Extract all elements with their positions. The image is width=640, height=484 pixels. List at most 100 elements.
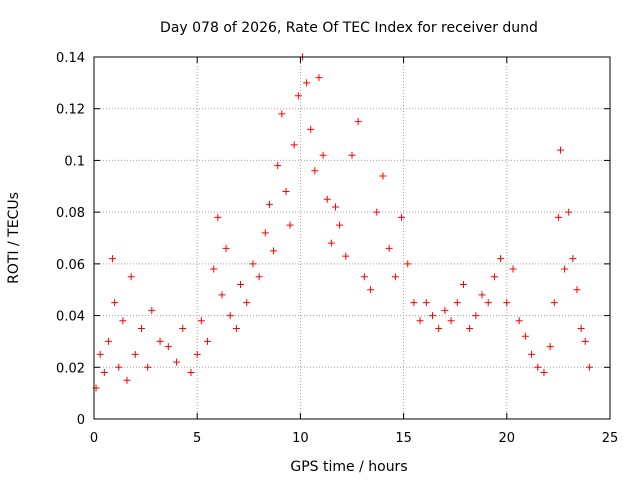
data-point	[226, 312, 234, 320]
data-point	[307, 125, 315, 133]
data-point	[410, 299, 418, 307]
data-point	[218, 291, 226, 299]
data-point	[554, 213, 562, 221]
x-tick-label: 0	[90, 431, 98, 446]
data-point	[265, 200, 273, 208]
data-point	[472, 312, 480, 320]
data-point	[315, 74, 323, 82]
data-point	[290, 141, 298, 149]
data-point	[385, 244, 393, 252]
data-point	[210, 265, 218, 273]
data-point	[540, 368, 548, 376]
data-point	[222, 244, 230, 252]
data-point	[270, 247, 278, 255]
data-point	[261, 229, 269, 237]
data-point	[331, 203, 339, 211]
data-point	[509, 265, 517, 273]
axis-ticks	[93, 56, 611, 420]
data-point	[319, 151, 327, 159]
y-tick-label: 0.06	[56, 258, 85, 273]
y-tick-label: 0.12	[56, 103, 85, 118]
data-point	[197, 317, 205, 325]
data-point	[237, 281, 245, 289]
data-point	[565, 208, 573, 216]
data-point	[534, 363, 542, 371]
data-point	[148, 306, 156, 314]
y-tick-label: 0.02	[56, 361, 85, 376]
data-point	[303, 79, 311, 87]
data-point	[286, 221, 294, 229]
data-point	[311, 167, 319, 175]
data-point	[278, 110, 286, 118]
data-point	[323, 195, 331, 203]
data-point	[581, 337, 589, 345]
data-point	[546, 343, 554, 351]
data-point	[294, 92, 302, 100]
data-point	[391, 273, 399, 281]
data-point	[484, 299, 492, 307]
data-point	[342, 252, 350, 260]
data-point	[173, 358, 181, 366]
data-point	[187, 368, 195, 376]
y-axis-title: ROTI / TECUs	[6, 192, 22, 284]
data-point	[354, 118, 362, 126]
data-point	[398, 213, 406, 221]
data-point	[459, 281, 467, 289]
chart-title: Day 078 of 2026, Rate Of TEC Index for r…	[160, 20, 538, 36]
data-point	[404, 260, 412, 268]
y-tick-label: 0.1	[64, 154, 85, 169]
data-point	[422, 299, 430, 307]
data-point	[123, 376, 131, 384]
data-point	[336, 221, 344, 229]
data-point	[569, 255, 577, 263]
data-point	[179, 325, 187, 332]
data-point	[515, 317, 523, 325]
x-tick-label: 15	[395, 431, 412, 446]
x-tick-label: 10	[292, 431, 309, 446]
data-point	[111, 299, 119, 307]
data-point	[428, 312, 436, 320]
data-point	[100, 368, 108, 376]
data-point	[503, 299, 511, 307]
y-tick-label: 0.08	[56, 206, 85, 221]
data-point	[573, 286, 581, 294]
y-tick-label: 0.04	[56, 310, 85, 325]
data-point	[131, 350, 139, 358]
data-point	[453, 299, 461, 307]
data-point	[348, 151, 356, 159]
data-point	[164, 343, 172, 351]
data-point	[497, 255, 505, 263]
data-point	[204, 337, 212, 345]
grid-lines	[94, 57, 610, 419]
data-point	[379, 172, 387, 180]
data-point	[104, 337, 112, 345]
data-point	[435, 325, 443, 332]
y-tick-label: 0	[77, 413, 85, 428]
y-tick-label: 0.14	[56, 51, 85, 66]
data-point	[232, 325, 240, 332]
x-axis-title: GPS time / hours	[290, 459, 407, 475]
plot-border	[93, 56, 611, 420]
x-tick-label: 25	[602, 431, 619, 446]
data-point	[255, 273, 263, 281]
data-point	[447, 317, 455, 325]
data-point	[156, 337, 164, 345]
data-point	[585, 363, 593, 371]
data-point	[144, 363, 152, 371]
data-point	[243, 299, 251, 307]
data-point	[556, 146, 564, 154]
data-point	[127, 273, 135, 281]
data-point	[561, 265, 569, 273]
data-point	[282, 187, 290, 195]
data-point	[521, 332, 529, 340]
data-point	[274, 162, 282, 170]
data-point	[490, 273, 498, 281]
data-point	[528, 350, 536, 358]
data-point	[577, 325, 585, 332]
data-point	[193, 350, 201, 358]
data-point	[115, 363, 123, 371]
x-tick-label: 20	[499, 431, 516, 446]
data-point	[360, 273, 368, 281]
data-point	[109, 255, 117, 263]
